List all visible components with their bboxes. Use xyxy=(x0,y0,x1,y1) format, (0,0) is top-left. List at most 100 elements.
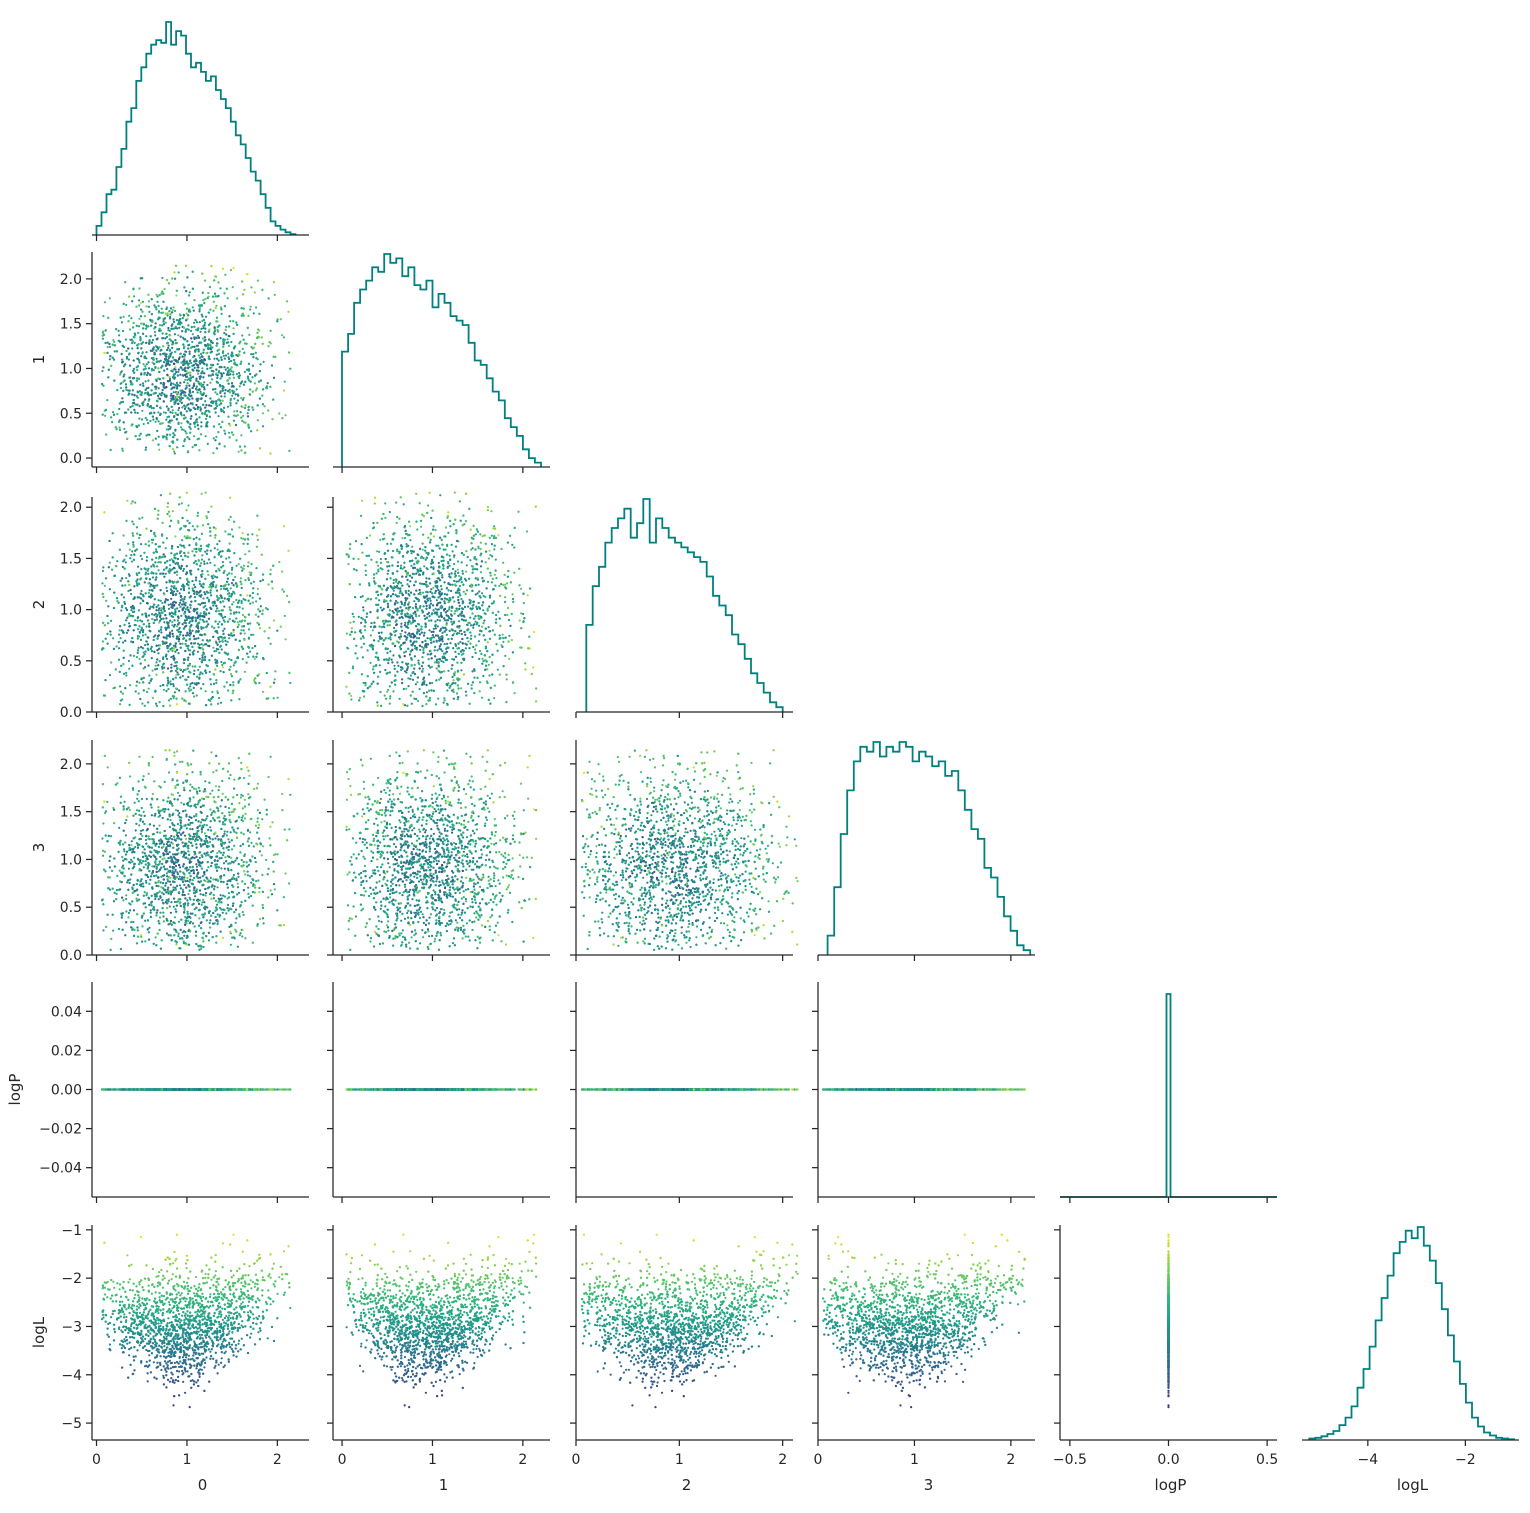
data-point xyxy=(190,337,192,339)
data-point xyxy=(146,374,148,376)
data-point xyxy=(220,588,222,590)
data-point xyxy=(162,320,164,322)
data-point xyxy=(241,587,243,589)
data-point xyxy=(177,334,179,336)
data-point xyxy=(163,689,165,691)
data-point xyxy=(255,352,257,354)
data-point xyxy=(173,450,175,452)
data-point xyxy=(122,345,124,347)
data-point xyxy=(177,371,179,373)
data-point xyxy=(171,621,173,623)
data-point xyxy=(173,554,175,556)
data-point xyxy=(240,361,242,363)
data-point xyxy=(277,697,279,699)
data-point xyxy=(150,335,152,337)
data-point xyxy=(173,321,175,323)
data-point xyxy=(215,436,217,438)
data-point xyxy=(257,280,259,282)
data-point xyxy=(180,413,182,415)
data-point xyxy=(181,502,183,504)
data-point xyxy=(170,598,172,600)
data-point xyxy=(236,410,238,412)
data-point xyxy=(157,395,159,397)
data-point xyxy=(165,308,167,310)
data-point xyxy=(132,340,134,342)
data-point xyxy=(170,656,172,658)
data-point xyxy=(153,304,155,306)
data-point xyxy=(207,296,209,298)
data-point xyxy=(202,299,204,301)
data-point xyxy=(224,530,226,532)
data-point xyxy=(222,561,224,563)
data-point xyxy=(145,328,147,330)
data-point xyxy=(140,315,142,317)
data-point xyxy=(184,338,186,340)
data-point xyxy=(204,407,206,409)
data-point xyxy=(175,294,177,296)
data-point xyxy=(242,538,244,540)
data-point xyxy=(158,317,160,319)
data-point xyxy=(200,328,202,330)
data-point xyxy=(143,373,145,375)
histogram-1 xyxy=(342,254,541,467)
data-point xyxy=(145,380,147,382)
data-point xyxy=(154,334,156,336)
data-point xyxy=(125,383,127,385)
data-point xyxy=(232,392,234,394)
data-point xyxy=(160,494,162,496)
data-point xyxy=(238,375,240,377)
data-point xyxy=(247,565,249,567)
data-point xyxy=(218,415,220,417)
data-point xyxy=(271,364,273,366)
data-point xyxy=(224,358,226,360)
data-point xyxy=(247,415,249,417)
data-point xyxy=(254,658,256,660)
data-point xyxy=(202,384,204,386)
data-point xyxy=(168,310,170,312)
data-point xyxy=(134,333,136,335)
data-point xyxy=(130,502,132,504)
data-point xyxy=(169,378,171,380)
data-point xyxy=(218,325,220,327)
data-point xyxy=(172,436,174,438)
data-point xyxy=(164,353,166,355)
data-point xyxy=(110,620,112,622)
data-point xyxy=(170,384,172,386)
data-point xyxy=(175,342,177,344)
data-point xyxy=(203,381,205,383)
data-point xyxy=(208,404,210,406)
data-point xyxy=(262,388,264,390)
data-point xyxy=(168,360,170,362)
data-point xyxy=(189,620,191,622)
data-point xyxy=(214,556,216,558)
data-point xyxy=(162,301,164,303)
data-point xyxy=(142,404,144,406)
data-point xyxy=(194,351,196,353)
data-point xyxy=(193,384,195,386)
data-point xyxy=(220,337,222,339)
data-point xyxy=(182,356,184,358)
data-point xyxy=(155,674,157,676)
data-point xyxy=(126,356,128,358)
data-point xyxy=(246,273,248,275)
data-point xyxy=(270,330,272,332)
data-point xyxy=(236,373,238,375)
data-point xyxy=(220,426,222,428)
data-point xyxy=(192,306,194,308)
data-point xyxy=(145,446,147,448)
data-point xyxy=(125,386,127,388)
data-point xyxy=(133,394,135,396)
data-point xyxy=(234,346,236,348)
data-point xyxy=(195,380,197,382)
data-point xyxy=(143,323,145,325)
data-point xyxy=(174,366,176,368)
data-point xyxy=(145,368,147,370)
data-point xyxy=(179,592,181,594)
data-point xyxy=(179,374,181,376)
data-point xyxy=(247,412,249,414)
data-point xyxy=(231,395,233,397)
data-point xyxy=(271,418,273,420)
data-point xyxy=(157,301,159,303)
data-point xyxy=(218,371,220,373)
data-point xyxy=(227,367,229,369)
